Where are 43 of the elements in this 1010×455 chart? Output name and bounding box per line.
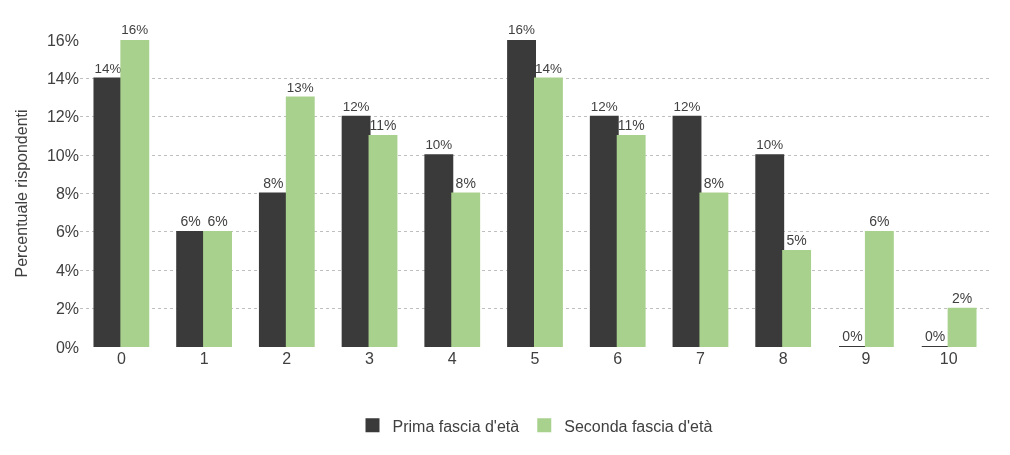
y-tick-label: 0% [55, 338, 79, 356]
data-label: 8% [263, 174, 284, 191]
data-label: 8% [455, 174, 476, 191]
x-tick-label: 4 [447, 350, 457, 367]
data-label: 14% [94, 60, 122, 76]
y-tick-label: 10% [46, 146, 79, 164]
x-tick-label: 3 [365, 350, 375, 367]
data-label: 12% [673, 98, 701, 114]
data-label: 5% [786, 232, 807, 249]
data-label: 14% [535, 60, 562, 76]
data-label: 16% [121, 22, 149, 38]
y-tick-label: 2% [55, 300, 79, 318]
data-label: 13% [286, 79, 314, 95]
x-tick-label: 9 [861, 350, 871, 367]
y-tick-label: 6% [55, 223, 79, 241]
x-tick-label: 0 [116, 350, 126, 367]
x-tick-label: 1 [199, 350, 209, 367]
y-axis-title: Percentuale rispondenti [12, 109, 30, 278]
data-label: 8% [703, 174, 725, 191]
data-label: 6% [180, 212, 201, 229]
data-label: 10% [756, 137, 784, 153]
x-tick-label: 2 [282, 350, 292, 367]
data-label: 2% [951, 289, 973, 306]
y-tick-label: 12% [46, 108, 79, 126]
y-tick-label: 16% [46, 31, 79, 49]
y-tick-label: 8% [55, 185, 79, 203]
data-label: 0% [925, 328, 946, 344]
data-label: 16% [508, 22, 536, 38]
y-tick-label: 14% [46, 69, 79, 87]
x-tick-label: 7 [696, 350, 705, 367]
data-label: 10% [425, 137, 453, 153]
data-label: 6% [869, 212, 890, 229]
x-tick-label: 10 [939, 350, 958, 367]
data-label: 12% [342, 98, 370, 114]
x-tick-label: 8 [778, 350, 788, 367]
data-label: 6% [207, 212, 228, 229]
x-tick-label: 6 [613, 350, 623, 367]
legend-label: Seconda fascia d'età [564, 417, 713, 435]
x-tick-label: 5 [530, 350, 540, 367]
y-tick-label: 4% [55, 261, 79, 279]
data-label: 12% [590, 98, 618, 114]
legend-label: Prima fascia d'età [392, 417, 520, 435]
data-label: 0% [842, 328, 863, 344]
